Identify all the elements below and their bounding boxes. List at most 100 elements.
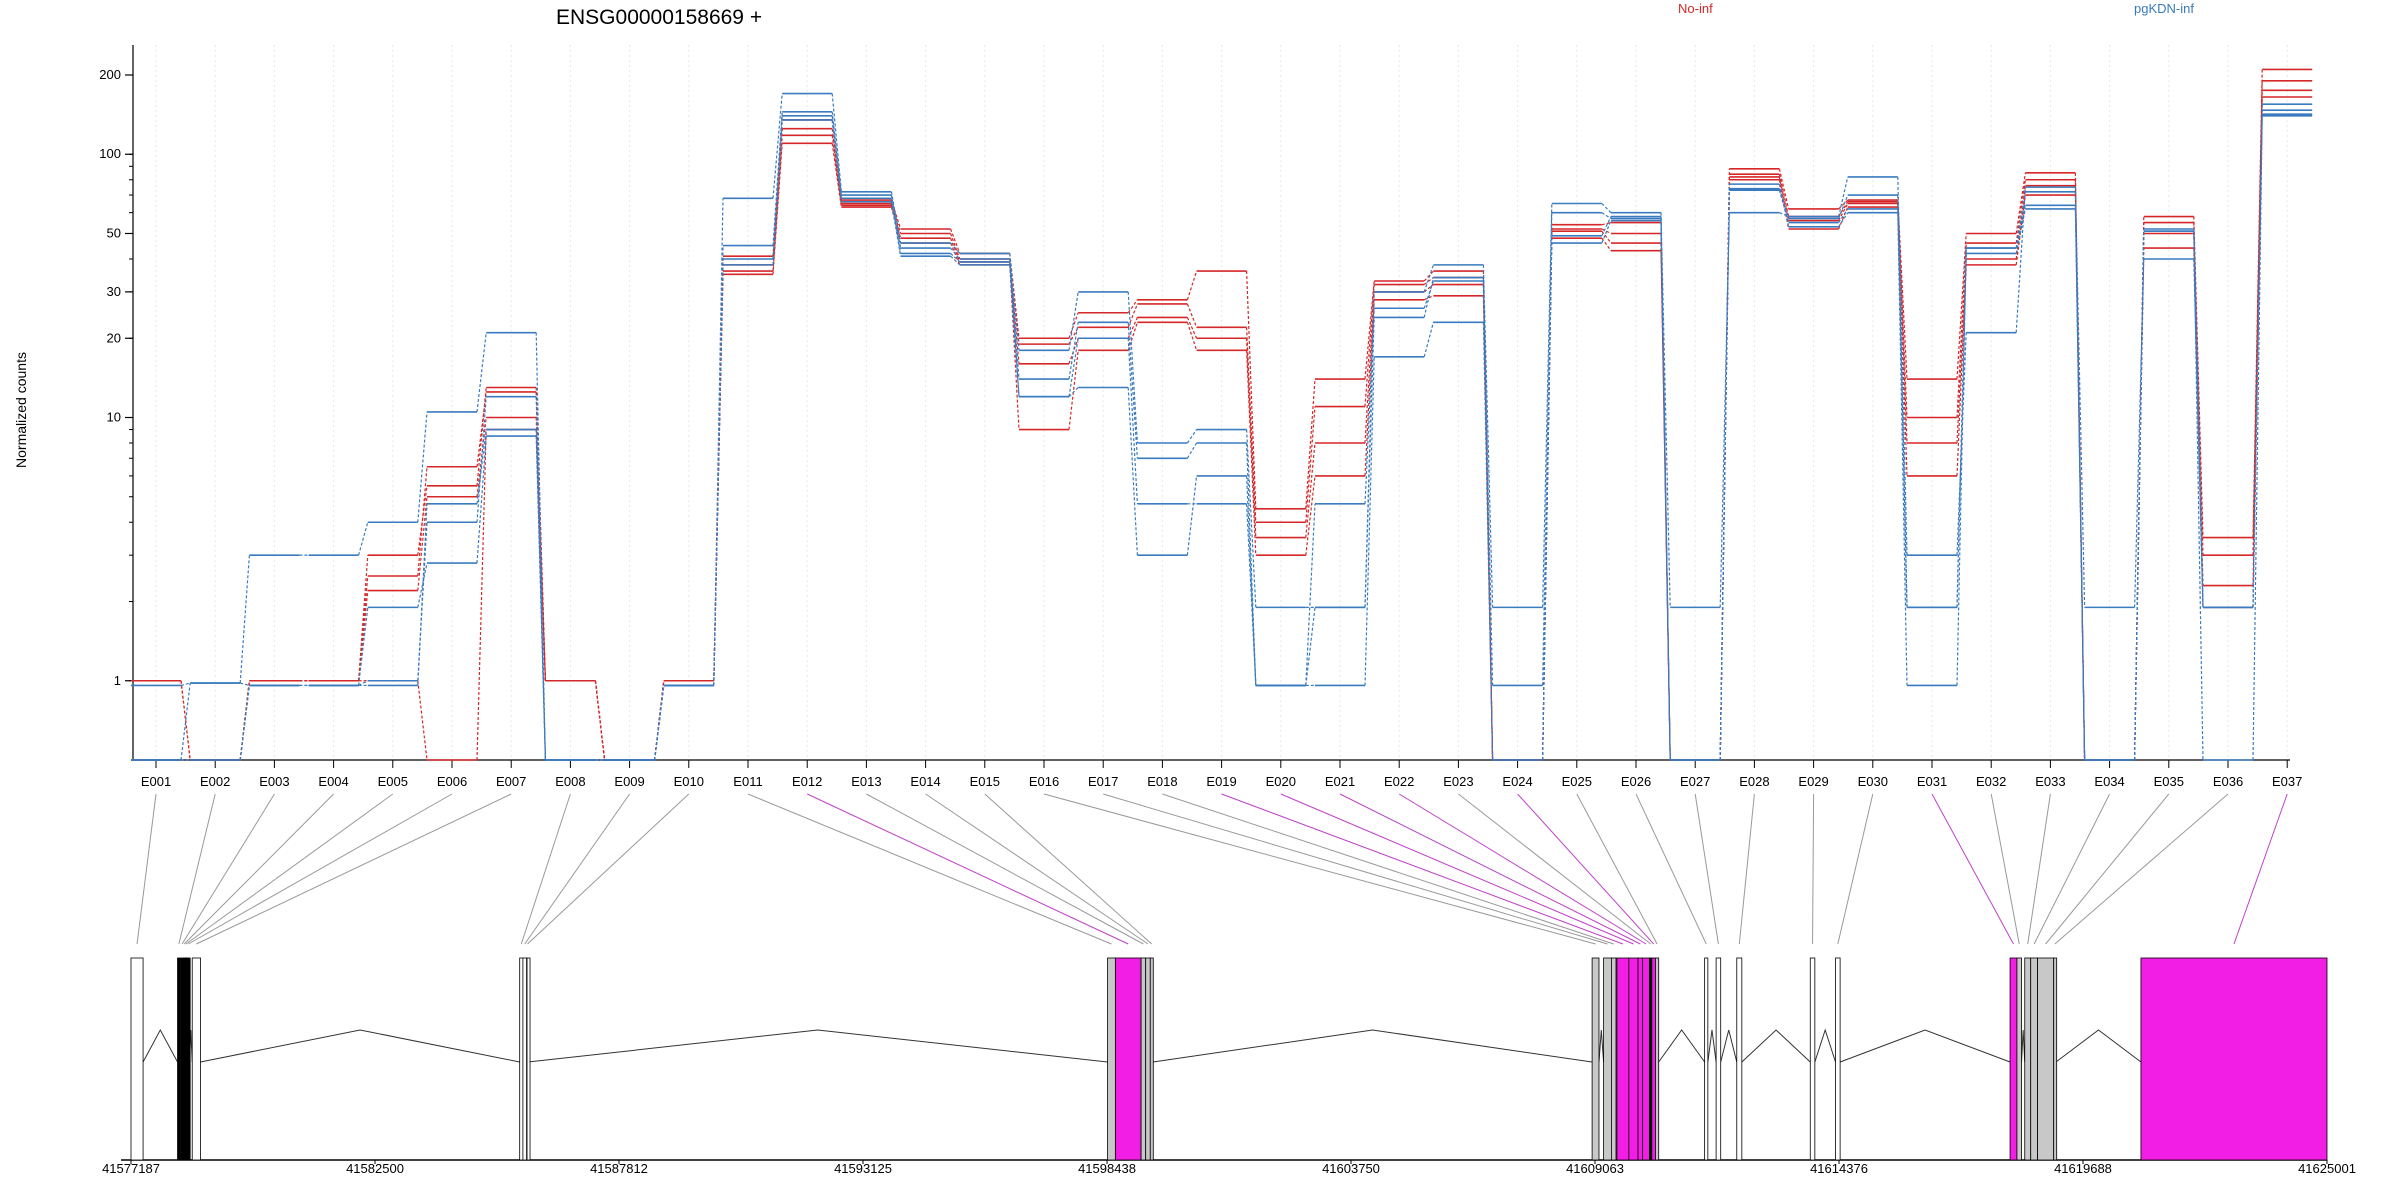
x-tick-label: E009 bbox=[614, 774, 644, 789]
data-connector bbox=[417, 485, 428, 556]
data-connector bbox=[1364, 308, 1375, 504]
data-connector bbox=[1364, 299, 1375, 476]
data-connector bbox=[1127, 338, 1138, 504]
exon-connector bbox=[185, 793, 394, 945]
genomic-tick-label: 41609063 bbox=[1566, 1161, 1624, 1176]
data-connector bbox=[1127, 291, 1138, 444]
genomic-tick-label: 41598438 bbox=[1078, 1161, 1136, 1176]
exon-box bbox=[1651, 957, 1656, 1161]
data-connector bbox=[1127, 387, 1138, 556]
data-connector bbox=[2193, 228, 2204, 608]
data-connector bbox=[180, 682, 191, 687]
intron bbox=[1839, 1029, 2011, 1063]
intron bbox=[2021, 1029, 2026, 1063]
x-tick-label: E005 bbox=[378, 774, 408, 789]
data-connector bbox=[358, 522, 369, 556]
data-connector bbox=[1127, 322, 1138, 459]
data-connector bbox=[1009, 261, 1020, 397]
x-tick-label: E036 bbox=[2213, 774, 2243, 789]
data-connector bbox=[1305, 503, 1316, 686]
x-tick-label: E031 bbox=[1917, 774, 1947, 789]
exon-box bbox=[1603, 957, 1612, 1161]
data-connector bbox=[476, 396, 487, 523]
data-connector bbox=[358, 555, 369, 681]
exon-connector bbox=[1339, 793, 1641, 945]
data-connector bbox=[1601, 212, 1612, 220]
data-connector bbox=[1542, 231, 1553, 761]
exon-box bbox=[186, 957, 191, 1161]
data-connector bbox=[1068, 350, 1079, 430]
data-connector bbox=[2252, 114, 2263, 608]
data-connector bbox=[950, 242, 961, 254]
data-connector bbox=[654, 685, 665, 761]
exon-box bbox=[130, 957, 144, 1161]
data-connector bbox=[476, 417, 487, 497]
data-connector bbox=[1897, 176, 1908, 556]
data-connector bbox=[2015, 205, 2026, 249]
exon-box bbox=[526, 957, 531, 1161]
data-connector bbox=[1838, 201, 1849, 217]
data-connector bbox=[1542, 203, 1553, 608]
data-connector bbox=[772, 93, 783, 199]
data-connector bbox=[476, 436, 487, 564]
data-connector bbox=[239, 555, 250, 684]
data-connector bbox=[476, 332, 487, 412]
data-connector bbox=[1246, 503, 1257, 686]
exon-connector bbox=[1398, 793, 1647, 945]
data-connector bbox=[1186, 317, 1198, 339]
data-connector bbox=[1305, 378, 1316, 509]
x-tick-label: E008 bbox=[555, 774, 585, 789]
data-connector bbox=[239, 685, 250, 761]
intron bbox=[1741, 1029, 1811, 1063]
data-connector bbox=[831, 119, 842, 202]
data-connector bbox=[1897, 208, 1908, 608]
data-connector bbox=[1068, 327, 1079, 345]
x-tick-label: E014 bbox=[910, 774, 940, 789]
exon-box bbox=[1736, 957, 1743, 1161]
data-connector bbox=[1778, 174, 1790, 217]
x-tick-label: E028 bbox=[1739, 774, 1769, 789]
exon-connectors bbox=[136, 793, 2288, 945]
data-connector bbox=[831, 135, 842, 206]
data-connector bbox=[1956, 233, 1967, 380]
intron bbox=[2055, 1029, 2142, 1063]
data-connector bbox=[1838, 208, 1849, 223]
x-tick-label: E007 bbox=[496, 774, 526, 789]
x-tick-label: E021 bbox=[1325, 774, 1355, 789]
chart-title: ENSG00000158669 + bbox=[556, 6, 762, 29]
x-tick-label: E012 bbox=[792, 774, 822, 789]
data-connector bbox=[1482, 277, 1494, 686]
data-connector bbox=[890, 198, 902, 254]
data-connector bbox=[1838, 176, 1849, 217]
data-connector bbox=[417, 503, 428, 686]
data-connector bbox=[1009, 253, 1020, 351]
x-tick-label: E037 bbox=[2272, 774, 2302, 789]
data-connector bbox=[417, 466, 428, 577]
data-connector bbox=[1778, 188, 1790, 219]
data-connector bbox=[1601, 220, 1612, 244]
data-connector bbox=[180, 680, 191, 761]
data-connector bbox=[1601, 203, 1612, 214]
data-connector bbox=[2134, 258, 2145, 608]
data-connector bbox=[1364, 284, 1375, 407]
x-tick-label: E016 bbox=[1029, 774, 1059, 789]
exon-box bbox=[1616, 957, 1630, 1161]
genomic-tick-label: 41593125 bbox=[834, 1161, 892, 1176]
data-connector bbox=[831, 143, 842, 208]
data-connector bbox=[1186, 270, 1198, 300]
exon-connector bbox=[1221, 793, 1624, 945]
data-connector bbox=[1482, 264, 1494, 608]
data-connector bbox=[950, 252, 961, 263]
data-connector bbox=[1127, 317, 1138, 339]
data-connector bbox=[1956, 242, 1967, 418]
x-tick-label: E032 bbox=[1976, 774, 2006, 789]
x-tick-label: E002 bbox=[200, 774, 230, 789]
data-connector bbox=[713, 198, 724, 686]
data-connector bbox=[1423, 270, 1434, 282]
x-tick-label: E024 bbox=[1502, 774, 1532, 789]
exon-connector bbox=[520, 793, 571, 945]
exon-box bbox=[2009, 957, 2018, 1161]
exon-box bbox=[1149, 957, 1154, 1161]
y-tick-label: 200 bbox=[99, 67, 121, 82]
exon-connector bbox=[196, 793, 512, 945]
